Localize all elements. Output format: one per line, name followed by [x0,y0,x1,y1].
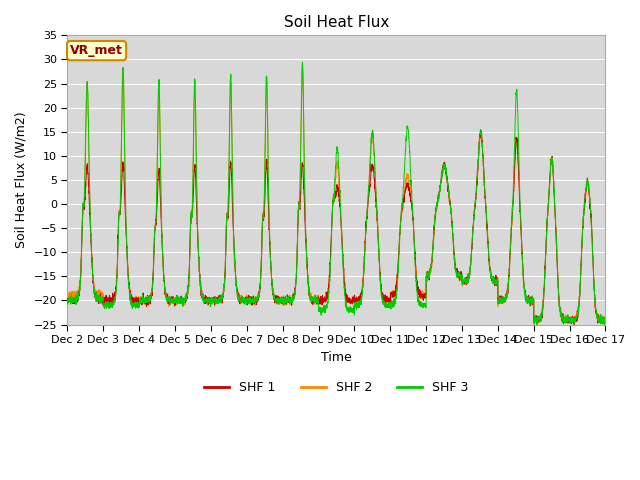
SHF 1 [570,322,578,327]
SHF 2 [179,299,186,305]
SHF 1 [602,318,609,324]
SHF 1 [398,207,406,213]
SHF 3 [601,322,609,328]
SHF 1 [389,291,397,297]
SHF 3 [63,300,71,306]
SHF 2 [389,289,397,295]
Y-axis label: Soil Heat Flux (W/m2): Soil Heat Flux (W/m2) [15,112,28,248]
SHF 2 [399,205,406,211]
SHF 2 [214,297,221,303]
SHF 3 [602,315,609,321]
SHF 3 [299,60,307,65]
SHF 1 [550,199,558,204]
SHF 3 [602,321,609,326]
SHF 2 [602,316,609,322]
SHF 3 [214,297,221,303]
Legend: SHF 1, SHF 2, SHF 3: SHF 1, SHF 2, SHF 3 [200,376,474,399]
SHF 2 [299,62,307,68]
SHF 3 [550,195,558,201]
X-axis label: Time: Time [321,350,352,363]
Line: SHF 2: SHF 2 [67,65,605,324]
SHF 1 [179,300,186,306]
SHF 2 [550,197,558,203]
SHF 3 [389,301,397,307]
Text: VR_met: VR_met [70,44,123,57]
SHF 1 [602,320,609,325]
Line: SHF 3: SHF 3 [67,62,605,325]
Title: Soil Heat Flux: Soil Heat Flux [284,15,389,30]
Line: SHF 1: SHF 1 [67,130,605,324]
SHF 2 [63,296,71,301]
SHF 2 [600,321,607,327]
SHF 1 [63,301,71,307]
SHF 3 [399,199,406,205]
SHF 1 [214,299,221,304]
SHF 1 [477,127,484,132]
SHF 2 [602,318,609,324]
SHF 3 [179,297,186,303]
